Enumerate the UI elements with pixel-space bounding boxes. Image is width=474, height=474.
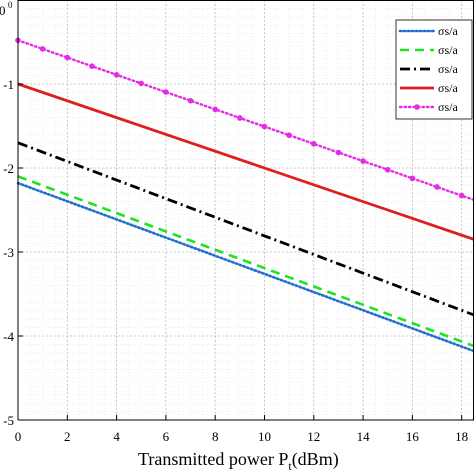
series-5-marker — [89, 63, 95, 70]
series-line-3 — [17, 141, 474, 317]
series-5-marker — [113, 72, 120, 78]
legend-swatch-marker — [414, 104, 420, 110]
y-top-tick-exponent: 0 — [8, 0, 13, 10]
series-5-marker — [39, 46, 46, 52]
series-layer — [15, 37, 474, 353]
legend-label-1: σs/a — [438, 24, 458, 38]
legend-label-5: σs/a — [438, 100, 458, 114]
x-axis-label-unit: (dBm) — [292, 449, 339, 470]
x-axis-label-subscript: t — [288, 459, 292, 473]
x-tick-label: 0 — [15, 429, 22, 444]
series-5-marker — [138, 80, 145, 87]
series-5-marker — [360, 158, 366, 164]
series-line-1 — [16, 181, 474, 353]
y-tick-label: -3 — [3, 245, 14, 260]
series-5-marker — [458, 192, 465, 199]
series-5-marker — [187, 97, 194, 104]
series-5-marker — [335, 149, 342, 156]
series-5-marker — [237, 115, 243, 121]
legend-label-4: σs/a — [438, 81, 458, 95]
x-axis-label-main: Transmitted power P — [138, 449, 288, 469]
legend-label-3: σs/a — [438, 62, 458, 76]
x-tick-label: 14 — [357, 429, 371, 444]
y-tick-label: -5 — [3, 413, 14, 428]
series-5-marker — [409, 175, 416, 182]
series-5-marker — [163, 89, 169, 95]
x-tick-label: 6 — [163, 429, 170, 444]
y-tick-label: -1 — [3, 77, 14, 92]
series-5-marker — [286, 132, 292, 139]
grid — [17, 0, 474, 421]
x-axis-label: Transmitted power Pt(dBm) — [138, 449, 339, 473]
x-tick-label: 16 — [406, 429, 420, 444]
series-line-2 — [17, 175, 474, 348]
x-tick-label: 18 — [455, 429, 468, 444]
x-tick-label: 12 — [307, 429, 320, 444]
y-tick-label: -4 — [3, 329, 14, 344]
x-tick-label: 10 — [258, 429, 271, 444]
legend: σs/a σs/a σs/a σs/a σs/a — [395, 19, 473, 120]
series-line-4 — [17, 82, 474, 241]
series-5-marker — [434, 184, 440, 190]
series-5-marker — [64, 54, 71, 61]
y-top-tick-label: 0 — [0, 3, 6, 18]
series-5-marker — [384, 166, 391, 173]
series-5-marker — [212, 106, 218, 113]
legend-label-2: σs/a — [438, 43, 458, 57]
series-5-marker — [261, 123, 268, 130]
x-tick-label: 8 — [212, 429, 219, 444]
x-tick-label: 2 — [64, 429, 71, 444]
x-tick-label: 4 — [113, 429, 120, 444]
tick-labels: 0 2 4 6 8 10 12 14 16 18 -1 -2 -3 -4 -5 — [3, 77, 468, 444]
series-5-marker — [310, 141, 317, 147]
y-tick-label: -2 — [3, 161, 14, 176]
